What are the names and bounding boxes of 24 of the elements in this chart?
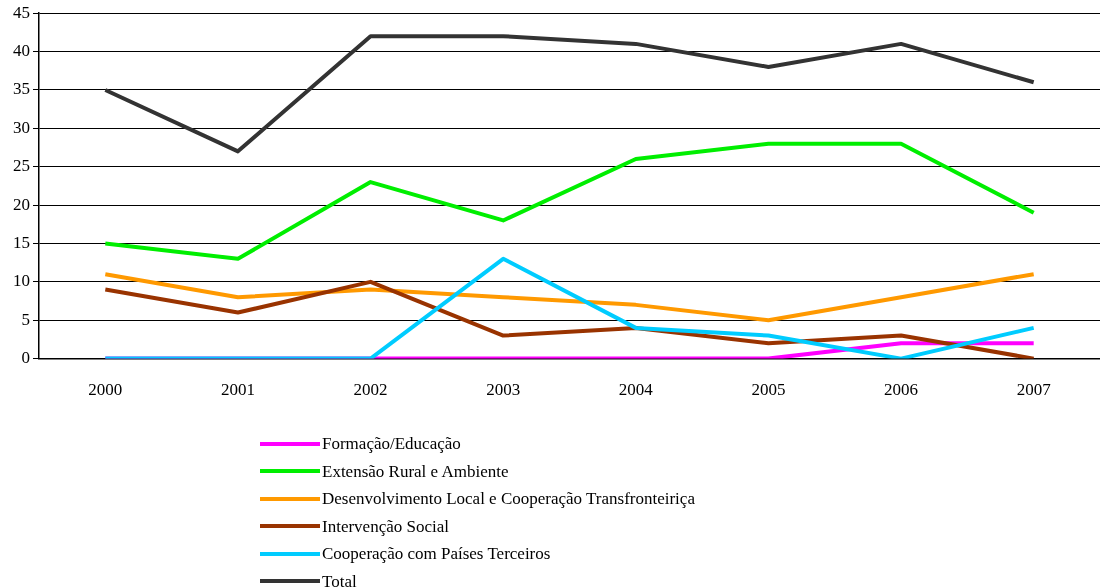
x-tick-label: 2001: [220, 380, 255, 400]
y-tick-label: 15: [13, 232, 30, 252]
legend-label: Intervenção Social: [322, 515, 449, 538]
x-tick-label: 2007: [1016, 380, 1052, 400]
y-tick-label: 25: [13, 156, 30, 176]
y-tick-label: 0: [21, 348, 30, 368]
y-tick-label: 45: [13, 2, 30, 22]
x-tick-label: 2004: [618, 380, 654, 400]
y-tick-label: 40: [13, 41, 30, 61]
x-tick-label: 2006: [884, 380, 919, 400]
y-tick-label: 20: [13, 194, 30, 214]
legend-label: Formação/Educação: [322, 433, 461, 455]
legend-label: Total: [322, 570, 357, 588]
legend-label: Cooperação com Países Terceiros: [322, 543, 551, 565]
y-tick-label: 30: [13, 117, 30, 137]
y-tick-label: 10: [13, 271, 30, 291]
y-tick-label: 5: [21, 309, 30, 329]
x-tick-label: 2005: [751, 380, 786, 400]
legend-label: Desenvolvimento Local e Cooperação Transfronteiriça: [322, 488, 695, 510]
y-tick-label: 35: [13, 79, 30, 99]
x-tick-label: 2002: [353, 380, 388, 400]
legend-label: Extensão Rural e Ambiente: [322, 460, 509, 483]
x-tick-label: 2000: [88, 380, 123, 400]
x-tick-label: 2003: [486, 380, 521, 400]
